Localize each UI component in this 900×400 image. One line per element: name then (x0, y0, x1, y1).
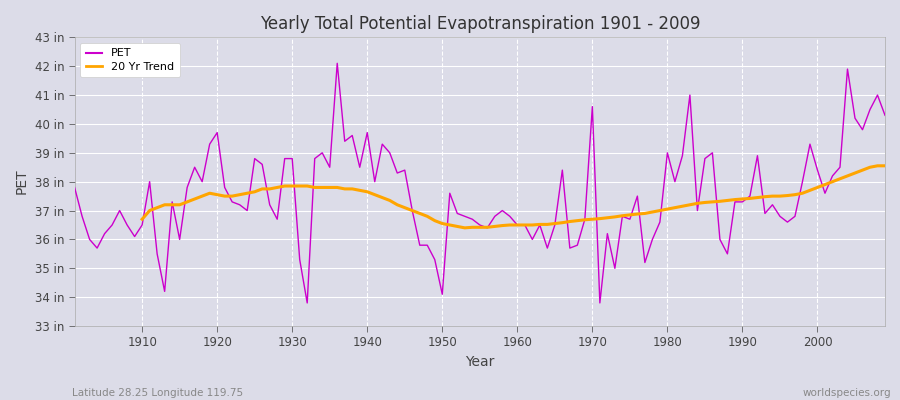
X-axis label: Year: Year (465, 355, 494, 369)
Text: Latitude 28.25 Longitude 119.75: Latitude 28.25 Longitude 119.75 (72, 388, 243, 398)
Text: worldspecies.org: worldspecies.org (803, 388, 891, 398)
Y-axis label: PET: PET (15, 169, 29, 194)
Legend: PET, 20 Yr Trend: PET, 20 Yr Trend (80, 43, 180, 77)
Title: Yearly Total Potential Evapotranspiration 1901 - 2009: Yearly Total Potential Evapotranspiratio… (259, 15, 700, 33)
